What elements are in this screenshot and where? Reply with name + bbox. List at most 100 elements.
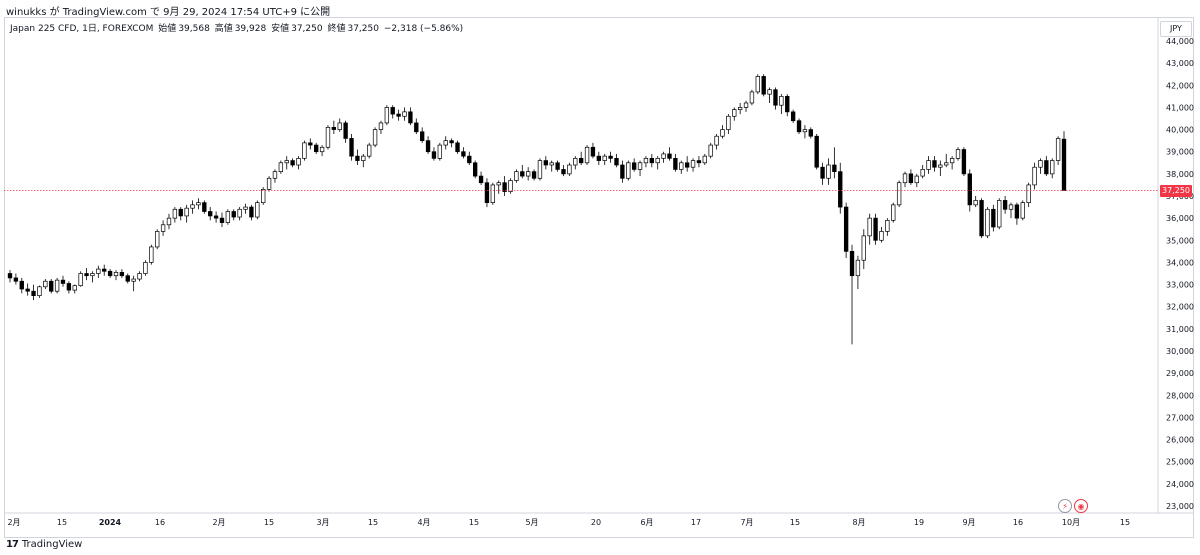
candle-up [708, 144, 713, 157]
candle-up [367, 144, 372, 157]
time-tick-label: 7月 [740, 518, 753, 527]
candle-up [184, 207, 189, 217]
candle-up [861, 235, 866, 261]
time-tick-label: 17 [691, 518, 701, 527]
candle-up [437, 144, 443, 159]
candle-up [826, 164, 831, 179]
candle-down [578, 158, 584, 164]
tradingview-logo-icon[interactable]: 17 [6, 539, 19, 550]
candle-up [690, 160, 696, 168]
time-tick-label: 15 [469, 518, 479, 527]
published-by-text: winukks が TradingView.com で 9月 29, 2024 … [6, 7, 331, 18]
candle-down [331, 127, 337, 130]
open-value: 39,568 [178, 24, 210, 34]
candle-up [755, 76, 760, 93]
candle-up [1055, 138, 1061, 161]
candle-up [573, 158, 578, 166]
time-axis[interactable]: 2月 15 2024 16 2月 15 3月 15 4月 15 5月 20 6月 17 7月 15 8月 19 9月… [7, 518, 1130, 527]
price-tick-label: 42,000 [1166, 81, 1194, 90]
price-axis[interactable]: 23,000 24,000 25,000 26,000 27,000 28,000 29,0… [1166, 37, 1194, 511]
candle-up [325, 127, 331, 148]
candle-up [896, 182, 902, 206]
price-tick-label: 39,000 [1166, 148, 1194, 157]
candle-up [714, 135, 719, 146]
time-tick-label: 16 [1013, 518, 1023, 527]
candle-up [655, 158, 660, 164]
candle-up [225, 211, 231, 223]
candle-down [673, 158, 678, 170]
candle-down [249, 206, 254, 218]
candle-up [361, 155, 366, 161]
candle-up [661, 153, 666, 159]
candle-down [961, 149, 967, 175]
candle-up [278, 162, 284, 172]
time-tick-label: 2月 [7, 518, 20, 527]
time-tick-label: 15 [1120, 518, 1130, 527]
footer: 17 TradingView [6, 539, 82, 550]
tradingview-brand[interactable]: TradingView [21, 539, 83, 550]
candle-down [355, 155, 360, 161]
candle-up [284, 160, 289, 164]
candle-down [908, 173, 914, 184]
candle-down [932, 160, 937, 168]
candle-up [779, 96, 784, 106]
time-tick-label: 9月 [962, 518, 975, 527]
candle-up [261, 189, 266, 203]
time-tick-label: 2024 [99, 518, 122, 527]
candle-down [472, 162, 478, 177]
candle-down [213, 215, 219, 219]
candle-down [66, 283, 72, 291]
candle-down [49, 280, 54, 292]
candle-up [243, 206, 248, 210]
candle-down [991, 208, 996, 228]
price-tick-label: 26,000 [1166, 436, 1194, 445]
candle-up [490, 184, 496, 203]
candle-up [567, 164, 572, 175]
candle-up [1020, 202, 1025, 219]
candle-up [726, 115, 731, 130]
price-tick-label: 44,000 [1166, 37, 1194, 46]
candle-down [979, 200, 984, 237]
candle-down [820, 166, 825, 179]
candle-down [808, 129, 813, 137]
candle-down [449, 140, 454, 144]
candle-down [314, 144, 319, 153]
currency-button[interactable]: JPY [1160, 21, 1192, 37]
time-tick-label: 10月 [1062, 518, 1080, 527]
price-tick-label: 34,000 [1166, 258, 1194, 267]
candle-up [920, 169, 925, 177]
price-tick-label: 33,000 [1166, 281, 1194, 290]
candle-down [790, 111, 796, 122]
candle-up [525, 171, 531, 177]
candle-down [231, 211, 236, 218]
candle-up [508, 180, 513, 192]
dividend-icon[interactable]: ◉ [1074, 499, 1088, 513]
price-tick-label: 24,000 [1166, 480, 1194, 489]
candle-down [838, 171, 843, 208]
candle-up [891, 204, 896, 221]
symbol-description[interactable]: Japan 225 CFD, 1日, FOREXCOM [10, 24, 154, 34]
candle-up [113, 272, 119, 277]
candle-up [143, 262, 148, 274]
candle-down [13, 277, 19, 282]
candle-down [631, 162, 637, 170]
candle-down [1061, 138, 1067, 191]
price-tick-label: 41,000 [1166, 103, 1194, 112]
candle-up [1032, 166, 1037, 186]
candle-down [555, 162, 560, 170]
candle-down [84, 273, 89, 277]
candle-down [467, 155, 472, 164]
candle-down [219, 217, 225, 223]
candle-up [149, 246, 154, 263]
candle-up [602, 155, 607, 161]
candle-up [166, 217, 172, 226]
candle-up [137, 273, 142, 280]
candle-up [867, 217, 872, 237]
candle-up [1038, 160, 1043, 168]
candle-down [461, 151, 466, 157]
last-price-badge: 37,250 [1160, 185, 1192, 197]
split-icon[interactable]: ⚡ [1058, 499, 1072, 513]
candle-up [1026, 184, 1031, 203]
candle-up [402, 111, 407, 117]
